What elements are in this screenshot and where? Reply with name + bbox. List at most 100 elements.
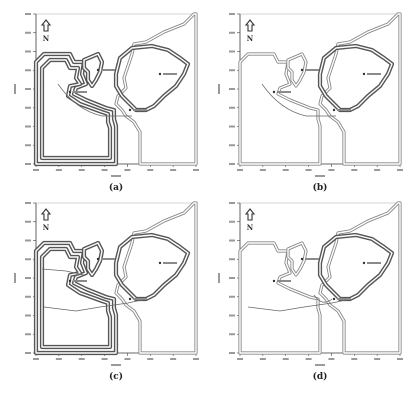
station-marker xyxy=(300,68,304,72)
y-tick-label-mark xyxy=(229,50,235,53)
arrow-shape xyxy=(244,19,256,32)
station-label-mark xyxy=(73,280,87,282)
y-axis-title-mark xyxy=(218,84,220,94)
y-tick-label-mark xyxy=(25,295,31,298)
x-tick-label-mark xyxy=(147,169,154,171)
x-tick-label-mark xyxy=(374,169,381,171)
x-tick-label-mark xyxy=(193,358,199,360)
region-boundary-right-core xyxy=(115,202,197,354)
station-marker xyxy=(96,257,100,261)
north-label: N xyxy=(43,223,50,232)
y-tick-label-mark xyxy=(25,50,31,53)
region-boundary-left-inner-core xyxy=(41,248,111,348)
station-label-mark xyxy=(133,298,147,300)
x-tick-label-mark xyxy=(374,358,381,360)
panel-caption: (c) xyxy=(109,371,123,382)
y-tick-label-mark xyxy=(229,31,235,34)
map-panel-a: N (a) xyxy=(14,12,199,193)
station-marker xyxy=(68,279,72,283)
x-tick-label-mark xyxy=(101,358,108,360)
station-marker xyxy=(158,72,162,76)
y-tick-label-mark xyxy=(229,333,235,336)
region-boundary-right-core xyxy=(319,202,401,354)
y-tick-label-mark xyxy=(229,220,235,223)
x-tick-label-mark xyxy=(328,358,335,360)
contour-line xyxy=(313,294,333,303)
station-marker xyxy=(332,297,336,301)
contour-line xyxy=(57,83,132,117)
y-tick-label-mark xyxy=(229,69,235,72)
arrow-shape xyxy=(244,208,256,221)
station-label-mark xyxy=(73,91,87,93)
region-boundary-left-core xyxy=(239,242,321,354)
region-boundary-left-core xyxy=(35,242,117,354)
station-label-mark xyxy=(277,91,291,93)
x-axis-title-mark xyxy=(111,364,121,366)
x-tick-label-mark xyxy=(33,358,39,360)
y-tick-label-mark xyxy=(25,31,31,34)
x-tick-label-mark xyxy=(55,358,62,360)
y-axis-title-mark xyxy=(218,273,220,283)
y-tick-label-mark xyxy=(25,277,31,279)
station-label-mark xyxy=(163,262,177,264)
station-marker xyxy=(128,108,132,112)
y-tick-label-mark xyxy=(229,163,235,165)
x-tick-label-mark xyxy=(237,358,243,360)
station-label-mark xyxy=(277,280,291,282)
y-tick-label-mark xyxy=(25,163,31,165)
region-boundary-left-core xyxy=(35,53,117,165)
x-tick-label-mark xyxy=(101,169,108,171)
y-tick-label-mark xyxy=(229,295,235,298)
map-panel-d: N (d) xyxy=(218,201,403,382)
y-tick-label-mark xyxy=(25,239,31,242)
station-label-mark xyxy=(305,69,319,71)
x-tick-label-mark xyxy=(170,358,177,360)
y-tick-label-mark xyxy=(229,144,235,147)
y-tick-label-mark xyxy=(229,88,235,90)
y-tick-label-mark xyxy=(25,13,31,15)
panel-caption: (d) xyxy=(313,371,328,382)
station-label-mark xyxy=(337,109,351,111)
y-tick-label-mark xyxy=(229,202,235,204)
contour-line xyxy=(41,268,85,276)
x-tick-label-mark xyxy=(170,169,177,171)
y-tick-label-mark xyxy=(25,352,31,354)
region-boundary-lobe-core xyxy=(115,45,189,111)
station-label-mark xyxy=(163,73,177,75)
y-axis-title-mark xyxy=(14,273,16,283)
x-tick-label-mark xyxy=(55,169,62,171)
y-tick-label-mark xyxy=(229,277,235,279)
y-tick-label-mark xyxy=(25,220,31,223)
station-marker xyxy=(68,90,72,94)
y-tick-label-mark xyxy=(25,88,31,90)
y-tick-label-mark xyxy=(229,352,235,354)
station-marker xyxy=(362,72,366,76)
region-boundary-lobe-core xyxy=(115,234,189,300)
x-tick-label-mark xyxy=(282,169,289,171)
station-marker xyxy=(332,108,336,112)
x-tick-label-mark xyxy=(147,358,154,360)
y-tick-label-mark xyxy=(25,314,31,317)
station-marker xyxy=(96,68,100,72)
region-boundary-left-inner-core xyxy=(41,59,111,159)
region-boundary-left-core xyxy=(239,53,321,165)
x-tick-label-mark xyxy=(259,358,266,360)
x-axis-title-mark xyxy=(315,175,325,177)
north-label: N xyxy=(43,34,50,43)
y-tick-label-mark xyxy=(229,314,235,317)
station-marker xyxy=(300,257,304,261)
y-tick-label-mark xyxy=(229,106,235,109)
arrow-shape xyxy=(40,208,52,221)
y-tick-label-mark xyxy=(25,258,31,261)
station-marker xyxy=(128,297,132,301)
x-axis-title-mark xyxy=(111,175,121,177)
x-tick-label-mark xyxy=(305,169,312,171)
y-tick-label-mark xyxy=(229,258,235,261)
station-label-mark xyxy=(101,258,115,260)
x-tick-label-mark xyxy=(351,358,358,360)
station-marker xyxy=(272,279,276,283)
y-tick-label-mark xyxy=(25,202,31,204)
station-label-mark xyxy=(367,73,381,75)
panel-caption: (a) xyxy=(109,182,123,193)
